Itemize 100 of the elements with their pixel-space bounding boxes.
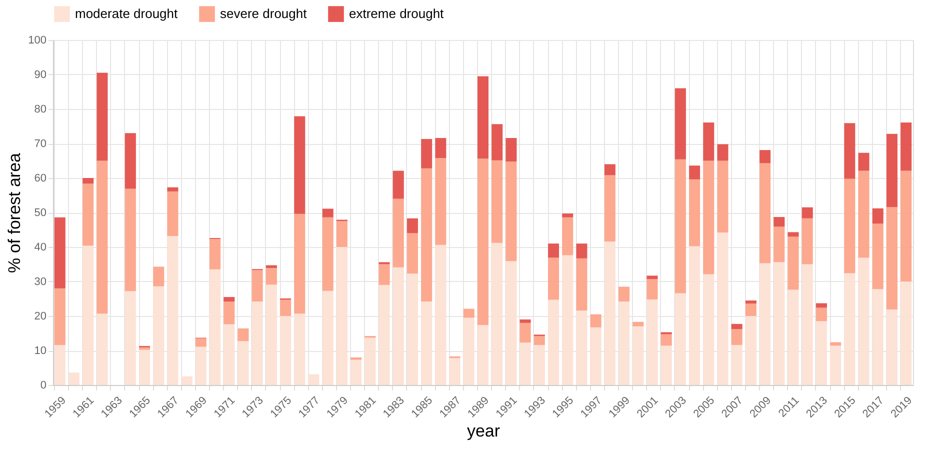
bar — [463, 308, 474, 318]
bar — [252, 270, 263, 302]
bar — [872, 289, 884, 385]
bar — [153, 286, 164, 385]
bar — [139, 347, 150, 350]
bar — [96, 314, 108, 385]
bar — [167, 191, 178, 236]
bar — [294, 214, 306, 314]
bar — [646, 276, 658, 280]
bar — [224, 297, 235, 302]
bar — [745, 316, 756, 385]
bar — [703, 160, 714, 274]
bar — [294, 314, 306, 385]
x-axis-title: year — [466, 422, 500, 441]
legend-label: severe drought — [220, 6, 308, 22]
bar — [406, 218, 418, 234]
bar — [195, 338, 206, 347]
bar — [802, 264, 813, 385]
bar — [350, 357, 362, 360]
bar — [760, 150, 771, 164]
bar — [139, 350, 150, 385]
y-tick-label: 70 — [34, 138, 46, 150]
bar — [280, 300, 292, 316]
bar — [816, 308, 827, 322]
bar — [181, 376, 192, 385]
bar — [167, 236, 178, 385]
bar — [435, 138, 446, 158]
bar — [478, 324, 488, 385]
bar — [492, 242, 503, 385]
bar — [886, 309, 898, 385]
bar — [266, 284, 277, 385]
bar — [534, 336, 545, 345]
bar — [590, 314, 602, 328]
bar — [406, 233, 418, 274]
bar — [886, 134, 898, 207]
bar — [322, 290, 334, 385]
bar — [421, 302, 432, 385]
bar — [548, 244, 560, 258]
bar — [689, 166, 700, 180]
bar — [548, 300, 560, 385]
bar — [548, 258, 560, 300]
bar — [774, 216, 785, 227]
bar — [844, 273, 856, 385]
bar — [844, 123, 856, 179]
bar — [576, 310, 588, 385]
bar — [167, 187, 178, 192]
bar — [478, 76, 488, 159]
bar — [224, 324, 235, 385]
bar — [774, 226, 785, 262]
bar — [717, 160, 728, 233]
bar — [54, 344, 66, 385]
bar — [576, 258, 588, 310]
bar — [788, 290, 799, 385]
bar — [703, 274, 714, 385]
bar — [717, 144, 728, 161]
bar — [562, 214, 574, 218]
legend-label: moderate drought — [75, 6, 178, 22]
bar — [590, 327, 602, 385]
bar — [54, 217, 66, 288]
bar — [238, 341, 249, 385]
bar — [238, 328, 249, 342]
bar — [674, 159, 686, 294]
bar — [886, 206, 898, 310]
y-tick-label: 50 — [34, 207, 46, 219]
bar — [463, 318, 474, 385]
bar — [562, 217, 574, 256]
bar — [717, 232, 728, 385]
bar — [660, 346, 672, 385]
bar — [534, 344, 545, 385]
bar — [900, 282, 912, 385]
bar — [576, 244, 588, 258]
bar — [660, 334, 672, 346]
y-tick-label: 90 — [34, 69, 46, 81]
bar — [774, 262, 785, 385]
bar — [266, 265, 277, 268]
bar — [745, 300, 756, 304]
bar — [506, 161, 517, 262]
y-tick-label: 0 — [40, 380, 46, 392]
y-axis-title: % of forest area — [5, 152, 24, 274]
bar — [153, 266, 164, 286]
bar — [82, 246, 94, 385]
bar — [435, 158, 446, 245]
bar — [96, 72, 108, 161]
bar — [492, 124, 503, 160]
bar — [788, 236, 799, 290]
bar — [816, 303, 827, 308]
bar — [858, 152, 870, 171]
y-tick-label: 10 — [34, 345, 46, 357]
bar — [478, 158, 488, 325]
bar — [449, 358, 460, 385]
bar — [788, 232, 799, 237]
bar — [336, 247, 348, 385]
bar — [802, 207, 813, 218]
bar — [604, 164, 616, 176]
bar — [604, 175, 616, 242]
bar — [492, 160, 503, 243]
bar — [604, 241, 616, 385]
bar — [816, 321, 827, 385]
bar — [210, 269, 221, 385]
bar — [520, 322, 531, 343]
